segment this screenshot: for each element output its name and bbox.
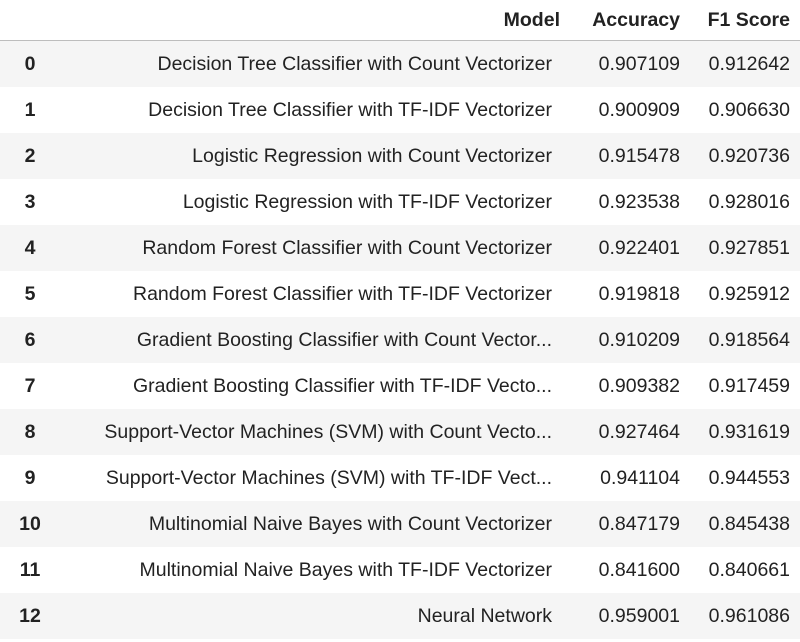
header-f1-score: F1 Score: [690, 0, 800, 41]
table-row: 12 Neural Network 0.959001 0.961086: [0, 593, 800, 639]
model-cell: Gradient Boosting Classifier with Count …: [136, 328, 552, 351]
table-row: 10 Multinomial Naive Bayes with Count Vec…: [0, 501, 800, 547]
accuracy-cell: 0.909382: [598, 374, 680, 397]
header-index: [0, 0, 60, 41]
row-index: 12: [19, 604, 41, 627]
accuracy-cell: 0.941104: [600, 466, 680, 489]
model-cell: Gradient Boosting Classifier with TF-IDF…: [132, 374, 552, 397]
table-row: 8 Support-Vector Machines (SVM) with Coun…: [0, 409, 800, 455]
model-cell: Multinomial Naive Bayes with TF-IDF Vect…: [139, 558, 552, 581]
accuracy-cell: 0.907109: [598, 52, 680, 75]
row-index: 0: [24, 52, 36, 75]
f1-cell: 0.912642: [708, 52, 790, 75]
row-index: 6: [24, 328, 36, 351]
accuracy-cell: 0.900909: [598, 98, 680, 121]
header-model: Model: [60, 0, 570, 41]
model-cell: Logistic Regression with TF-IDF Vectoriz…: [182, 190, 552, 213]
f1-cell: 0.845438: [708, 512, 790, 535]
table-row: 3 Logistic Regression with TF-IDF Vectori…: [0, 179, 800, 225]
f1-cell: 0.906630: [708, 98, 790, 121]
header-accuracy: Accuracy: [570, 0, 690, 41]
f1-cell: 0.961086: [708, 604, 790, 627]
accuracy-cell: 0.915478: [598, 144, 680, 167]
row-index: 2: [24, 144, 36, 167]
f1-cell: 0.928016: [708, 190, 790, 213]
row-index: 11: [19, 558, 41, 581]
model-cell: Decision Tree Classifier with TF-IDF Vec…: [148, 98, 552, 121]
accuracy-cell: 0.841600: [598, 558, 680, 581]
table-row: 6 Gradient Boosting Classifier with Count…: [0, 317, 800, 363]
f1-cell: 0.944553: [708, 466, 790, 489]
accuracy-cell: 0.922401: [598, 236, 680, 259]
accuracy-cell: 0.927464: [598, 420, 680, 443]
accuracy-cell: 0.847179: [598, 512, 680, 535]
accuracy-cell: 0.919818: [598, 282, 680, 305]
table-row: 4 Random Forest Classifier with Count Vec…: [0, 225, 800, 271]
table-body: 0 Decision Tree Classifier with Count Vec…: [0, 40, 800, 639]
model-cell: Support-Vector Machines (SVM) with Count…: [104, 420, 552, 443]
row-index: 9: [24, 466, 36, 489]
table-row: 11 Multinomial Naive Bayes with TF-IDF Ve…: [0, 547, 800, 593]
accuracy-cell: 0.910209: [598, 328, 680, 351]
f1-cell: 0.920736: [708, 144, 790, 167]
row-index: 5: [24, 282, 36, 305]
table-row: 5 Random Forest Classifier with TF-IDF Ve…: [0, 271, 800, 317]
model-cell: Neural Network: [417, 604, 552, 627]
model-cell: Random Forest Classifier with Count Vect…: [142, 236, 552, 259]
model-cell: Multinomial Naive Bayes with Count Vecto…: [148, 512, 552, 535]
row-index: 1: [24, 98, 36, 121]
row-index: 10: [19, 512, 41, 535]
model-cell: Logistic Regression with Count Vectorize…: [192, 144, 552, 167]
accuracy-cell: 0.959001: [598, 604, 680, 627]
f1-cell: 0.918564: [708, 328, 790, 351]
row-index: 3: [24, 190, 36, 213]
f1-cell: 0.927851: [708, 236, 790, 259]
row-index: 7: [24, 374, 36, 397]
model-cell: Decision Tree Classifier with Count Vect…: [157, 52, 553, 75]
model-cell: Support-Vector Machines (SVM) with TF-ID…: [105, 466, 552, 489]
row-index: 4: [24, 236, 36, 259]
table-header: Model Accuracy F1 Score: [0, 0, 800, 41]
f1-cell: 0.840661: [708, 558, 790, 581]
table-row: 9 Support-Vector Machines (SVM) with TF-I…: [0, 455, 800, 501]
f1-cell: 0.931619: [708, 420, 790, 443]
row-index: 8: [24, 420, 36, 443]
table-row: 0 Decision Tree Classifier with Count Vec…: [0, 40, 800, 87]
accuracy-cell: 0.923538: [598, 190, 680, 213]
model-cell: Random Forest Classifier with TF-IDF Vec…: [133, 282, 552, 305]
table-row: 1 Decision Tree Classifier with TF-IDF Ve…: [0, 87, 800, 133]
table-row: 7 Gradient Boosting Classifier with TF-ID…: [0, 363, 800, 409]
header-row: Model Accuracy F1 Score: [0, 0, 800, 41]
f1-cell: 0.925912: [708, 282, 790, 305]
f1-cell: 0.917459: [708, 374, 790, 397]
table-row: 2 Logistic Regression with Count Vectoriz…: [0, 133, 800, 179]
